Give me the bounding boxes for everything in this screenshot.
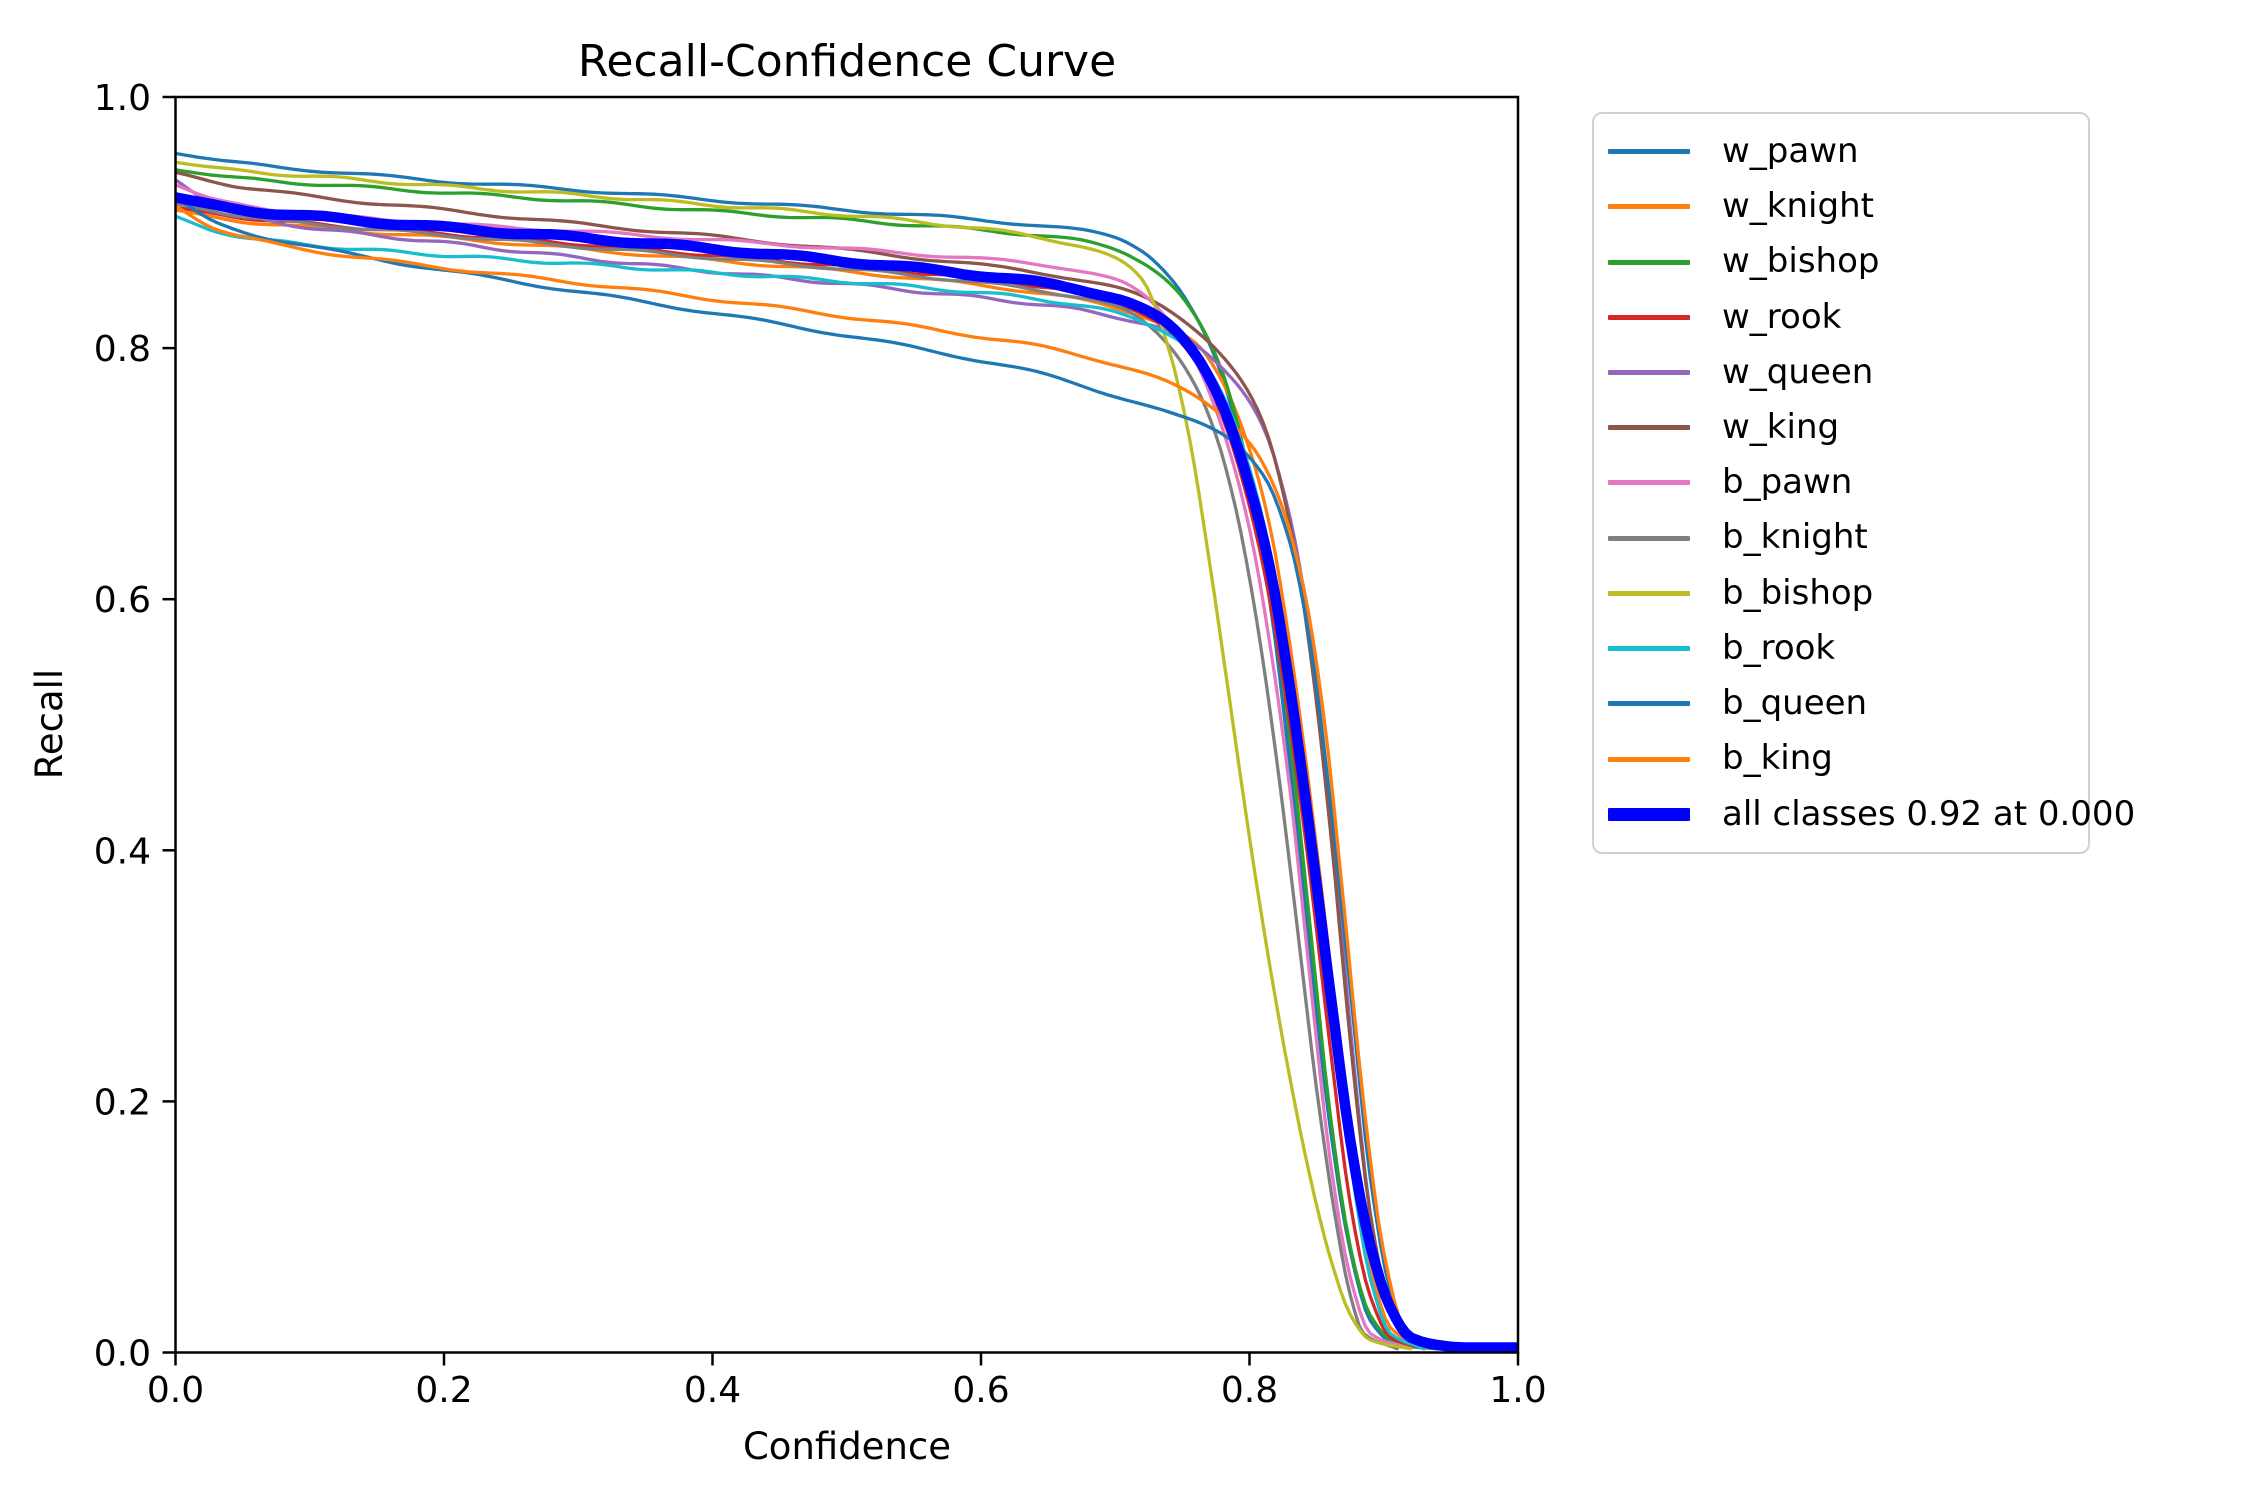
curves-group [175, 151, 1518, 1353]
legend-item-b-knight: b_knight [1608, 519, 2080, 556]
legend-label: b_king [1722, 738, 1833, 779]
y-tick-label: 0.8 [94, 329, 151, 370]
legend-line-sample [1608, 480, 1690, 486]
legend-item-w-king: w_king [1608, 407, 2080, 447]
y-axis-label: Recall [28, 669, 71, 779]
legend-label: b_knight [1722, 517, 1868, 558]
legend-label: w_queen [1722, 351, 1874, 392]
legend-line-sample [1608, 756, 1690, 762]
legend-line-sample [1608, 535, 1690, 541]
legend-line-sample [1608, 701, 1690, 707]
legend-item-all-classes-0-92-at-0-000: all classes 0.92 at 0.000 [1608, 795, 2135, 833]
curve-b-king [175, 204, 1440, 1351]
legend-label: b_rook [1722, 627, 1836, 668]
curve-w-king [175, 170, 1453, 1351]
chart-title: Recall-Confidence Curve [578, 36, 1116, 87]
legend-line-sample [1608, 259, 1690, 265]
legend-item-b-bishop: b_bishop [1608, 572, 2080, 613]
legend-label: w_bishop [1722, 241, 1880, 282]
legend-label: w_rook [1722, 296, 1842, 337]
legend-line-sample [1608, 149, 1690, 155]
x-tick-label: 0.6 [952, 1370, 1009, 1411]
legend-label: b_bishop [1722, 572, 1874, 613]
curve-w-pawn [175, 151, 1440, 1351]
legend-item-b-king: b_king [1608, 738, 2080, 779]
legend-label: w_king [1722, 407, 1840, 447]
legend-box: w_pawn w_knight w_bishop w_rook w_queen w_kin… [1592, 112, 2135, 854]
y-tick-label: 0.0 [94, 1334, 151, 1375]
y-tick-label: 0.6 [94, 580, 151, 621]
legend-line-sample [1608, 369, 1690, 375]
legend-line-sample [1608, 204, 1690, 210]
legend-line-sample [1608, 425, 1690, 431]
y-tick-label: 0.4 [94, 831, 151, 872]
curve-w-bishop [175, 168, 1440, 1351]
legend-item-w-rook: w_rook [1608, 296, 2080, 337]
y-tick-label: 0.2 [94, 1082, 151, 1123]
legend-item-w-queen: w_queen [1608, 351, 2080, 392]
x-tick-label: 0.4 [684, 1370, 741, 1411]
legend-line-sample [1608, 646, 1690, 652]
curve-b-bishop [175, 160, 1413, 1351]
legend-item-w-knight: w_knight [1608, 186, 2080, 227]
legend-line-sample [1608, 314, 1690, 320]
x-axis-label: Confidence [743, 1425, 951, 1468]
legend-label: w_pawn [1722, 130, 1859, 171]
x-tick-label: 0.8 [1221, 1370, 1278, 1411]
axis-ticks-group: 0.0 0.2 0.4 0.6 0.8 1.0 0.0 0.2 0.4 0.6 0.8 1.0 [94, 78, 1547, 1411]
legend-line-sample [1608, 807, 1690, 821]
curve-w-knight [175, 208, 1426, 1351]
legend-item-b-rook: b_rook [1608, 627, 2080, 668]
legend-label: w_knight [1722, 186, 1874, 227]
curve-b-queen [175, 195, 1453, 1351]
curve-w-queen [175, 178, 1453, 1351]
plot-spines [174, 95, 1520, 1354]
legend-item-b-queen: b_queen [1608, 683, 2080, 724]
x-tick-label: 0.0 [147, 1370, 204, 1411]
legend-item-w-pawn: w_pawn [1608, 130, 2080, 171]
legend-line-sample [1608, 590, 1690, 596]
curve-all-classes-0-92-at-0-000 [175, 192, 1518, 1353]
x-tick-label: 0.2 [415, 1370, 472, 1411]
legend-label: all classes 0.92 at 0.000 [1722, 793, 2136, 834]
curve-w-rook [175, 205, 1426, 1351]
y-tick-label: 1.0 [94, 78, 151, 119]
legend-label: b_pawn [1722, 462, 1853, 503]
legend-item-b-pawn: b_pawn [1608, 462, 2080, 503]
x-tick-label: 1.0 [1489, 1370, 1546, 1411]
legend-label: b_queen [1722, 683, 1868, 724]
legend-item-w-bishop: w_bishop [1608, 241, 2080, 282]
